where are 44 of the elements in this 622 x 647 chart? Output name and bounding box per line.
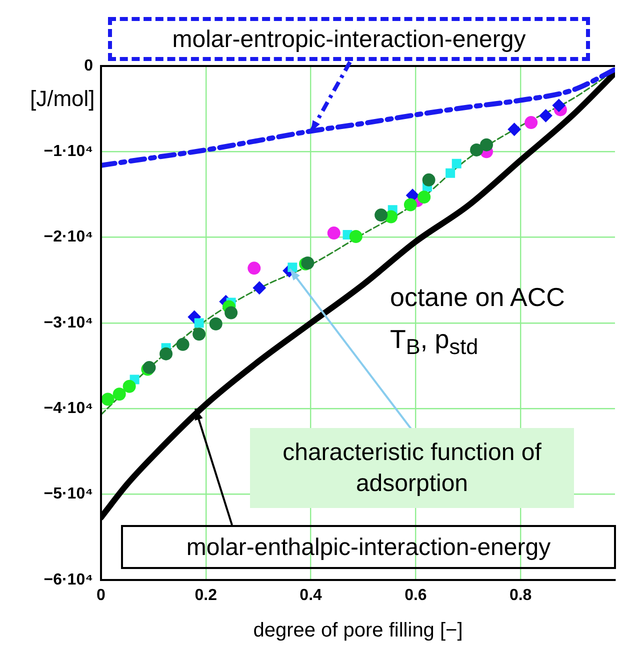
y-axis-title: [J/mol] — [28, 86, 97, 112]
point — [452, 158, 462, 168]
point — [122, 380, 136, 393]
point — [552, 98, 566, 112]
point — [418, 190, 431, 204]
point — [192, 328, 206, 341]
point — [327, 226, 340, 240]
point — [470, 143, 484, 156]
y-tick-label: 0 — [84, 57, 94, 74]
point — [224, 306, 238, 320]
point — [112, 388, 126, 401]
point — [422, 173, 436, 186]
point — [248, 262, 261, 275]
y-tick-label: −4·10⁴ — [44, 400, 94, 418]
point — [374, 208, 388, 222]
point — [404, 198, 417, 212]
x-tick-label: 0 — [96, 587, 106, 604]
annotation: octane on ACC T$_{B}$, p$_{std}$ — [390, 281, 566, 362]
point — [194, 318, 204, 328]
x-tick-label: 0.6 — [404, 587, 427, 604]
point — [288, 262, 298, 272]
annotation: characteristic function of adsorption — [282, 438, 542, 499]
point — [508, 122, 521, 136]
x-tick-label: 0.8 — [509, 587, 532, 604]
annotation: molar-enthalpic-interaction-energy — [186, 532, 551, 562]
y-tick-label: −1·10⁴ — [44, 143, 94, 160]
point — [349, 230, 362, 243]
y-tick-label: −5·10⁴ — [44, 486, 94, 503]
y-tick-label: −6·10⁴ — [44, 571, 94, 588]
point — [480, 138, 493, 152]
x-tick-label: 0.2 — [194, 587, 218, 604]
point — [446, 168, 456, 178]
y-tick-label: −2·10⁴ — [44, 228, 94, 246]
point — [252, 281, 266, 294]
x-axis-title: degree of pore filling [−] — [253, 620, 463, 642]
x-tick-label: 0.4 — [300, 587, 322, 604]
point — [101, 392, 114, 406]
annotation: molar-entropic-interaction-energy — [172, 24, 526, 54]
point — [176, 338, 190, 351]
point — [160, 347, 173, 360]
point — [524, 116, 538, 130]
y-tick-label: −3·10⁴ — [44, 314, 94, 332]
point — [209, 317, 222, 330]
point — [539, 109, 552, 122]
